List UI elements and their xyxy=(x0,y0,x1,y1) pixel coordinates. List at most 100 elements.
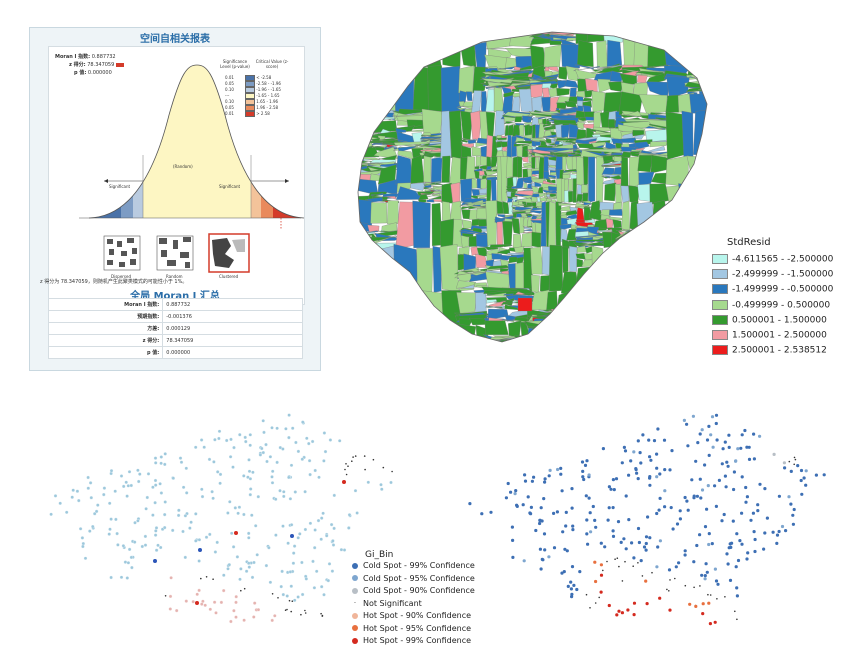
tract-polygon xyxy=(618,253,666,269)
tract-polygon xyxy=(618,236,645,240)
tract-polygon xyxy=(618,260,672,266)
site-point xyxy=(698,432,702,436)
tract-polygon xyxy=(531,140,536,147)
summary-key: 预期指数: xyxy=(47,310,164,323)
gi-bin-legend-item: · Not Significant xyxy=(352,599,422,608)
tract-polygon xyxy=(620,262,644,271)
significance-row: 0.01 > 2.58 xyxy=(225,111,270,117)
tract-polygon xyxy=(502,221,513,248)
site-point xyxy=(332,493,337,498)
site-point xyxy=(234,615,238,619)
tract-polygon xyxy=(556,88,570,97)
site-point xyxy=(239,567,243,571)
site-point xyxy=(587,496,591,500)
site-point xyxy=(287,435,291,440)
site-point xyxy=(753,537,757,542)
site-point xyxy=(332,526,336,531)
tract-polygon xyxy=(618,284,655,290)
tract-polygon xyxy=(393,57,425,64)
tract-polygon xyxy=(574,333,594,337)
site-point xyxy=(734,565,738,569)
tract-polygon xyxy=(367,296,380,301)
site-point xyxy=(163,500,167,504)
tract-polygon xyxy=(663,38,689,70)
summary-value: 0.887732 xyxy=(162,298,303,311)
tract-polygon xyxy=(535,156,540,170)
site-point xyxy=(632,450,636,454)
site-point xyxy=(286,608,288,611)
site-point xyxy=(619,540,623,544)
site-point xyxy=(287,413,291,417)
tract-polygon xyxy=(602,291,623,339)
site-point xyxy=(312,545,317,550)
tract-polygon xyxy=(645,289,671,293)
tract-polygon xyxy=(652,287,670,291)
tract-polygon xyxy=(486,156,492,168)
tract-polygon xyxy=(622,360,634,362)
tract-polygon xyxy=(458,288,475,292)
significance-row: --- -1.65 - 1.65 xyxy=(225,93,280,99)
significance-row: 0.05 1.96 - 2.58 xyxy=(225,105,278,111)
tract-polygon xyxy=(431,156,443,185)
site-point xyxy=(289,584,294,588)
tract-polygon xyxy=(358,306,370,312)
site-point xyxy=(91,524,95,529)
site-point xyxy=(784,529,788,533)
tract-polygon xyxy=(364,299,379,304)
site-point xyxy=(208,532,212,537)
site-point xyxy=(792,507,796,512)
tract-polygon xyxy=(486,248,500,256)
tract-polygon xyxy=(377,292,400,320)
tract-polygon xyxy=(550,307,581,315)
summary-key: p 值: xyxy=(47,346,164,359)
site-point xyxy=(745,557,749,561)
tract-polygon xyxy=(507,22,533,26)
tract-polygon xyxy=(534,141,541,146)
site-point xyxy=(538,518,542,522)
tract-polygon xyxy=(590,291,608,320)
summary-row: Moran I 指数: 0.887732 xyxy=(47,298,303,311)
tract-polygon xyxy=(410,154,425,184)
site-point xyxy=(121,484,126,489)
tract-polygon xyxy=(471,189,480,197)
tract-polygon xyxy=(675,32,691,41)
tract-polygon xyxy=(460,201,473,205)
site-point xyxy=(242,618,246,622)
tract-polygon xyxy=(475,23,489,25)
tract-polygon xyxy=(618,285,648,291)
tract-polygon xyxy=(639,227,673,237)
gi-bin-legend-item: Hot Spot - 90% Confidence xyxy=(352,611,471,620)
sig-z: -1.96 - -1.65 xyxy=(256,87,281,92)
site-point xyxy=(237,505,242,509)
site-point xyxy=(523,473,527,477)
tract-polygon xyxy=(639,282,658,288)
gi-bin-legend-item: Cold Spot - 95% Confidence xyxy=(352,574,475,583)
tract-polygon xyxy=(559,322,580,329)
site-point xyxy=(310,439,315,444)
site-point xyxy=(514,489,518,493)
tract-polygon xyxy=(546,194,551,198)
site-point xyxy=(226,567,230,571)
site-point xyxy=(168,607,173,611)
site-point xyxy=(655,565,659,569)
tract-polygon xyxy=(575,358,588,362)
tract-polygon xyxy=(358,316,368,339)
tract-polygon xyxy=(491,253,503,260)
site-point xyxy=(793,463,795,466)
site-point xyxy=(542,532,547,536)
site-point xyxy=(136,468,140,473)
site-point xyxy=(290,534,294,538)
site-point xyxy=(716,598,718,600)
tract-polygon xyxy=(602,163,623,167)
tract-polygon xyxy=(650,357,665,362)
tract-polygon xyxy=(363,315,381,320)
site-point xyxy=(321,511,325,516)
site-point xyxy=(606,518,610,522)
tract-polygon xyxy=(621,288,651,295)
site-point xyxy=(281,447,285,451)
tract-polygon xyxy=(585,246,593,254)
gi-bin-label: Cold Spot - 99% Confidence xyxy=(363,561,475,570)
site-point xyxy=(639,559,643,563)
tract-polygon xyxy=(509,247,516,252)
site-point xyxy=(287,475,291,480)
